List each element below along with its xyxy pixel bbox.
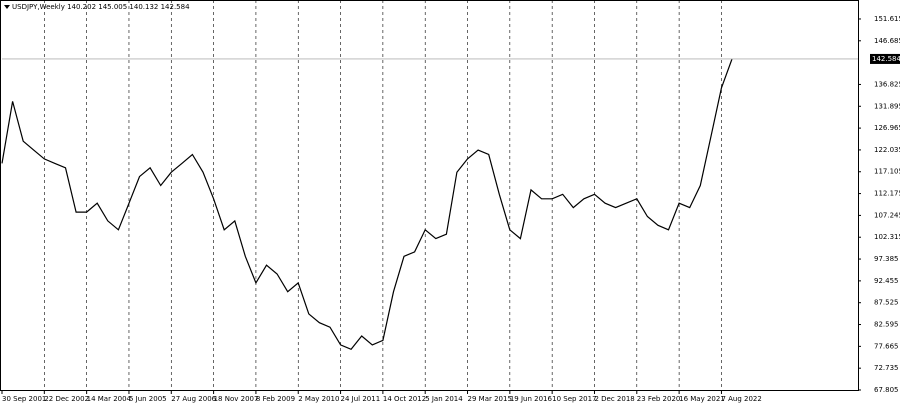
y-tick-label: 77.665 [874, 342, 899, 350]
y-tick-label: 122.035 [874, 146, 900, 154]
x-tick-label: 23 Feb 2020 [637, 395, 681, 403]
y-tick-label: 126.965 [874, 124, 900, 132]
x-tick-label: 2 Dec 2018 [594, 395, 634, 403]
x-tick-label: 24 Jul 2011 [341, 395, 381, 403]
y-tick-label: 117.105 [874, 168, 900, 176]
y-tick-label: 136.825 [874, 80, 900, 88]
x-tick-label: 7 Aug 2022 [721, 395, 761, 403]
y-tick-label: 72.735 [874, 364, 899, 372]
x-tick-label: 5 Jun 2005 [129, 395, 167, 403]
y-tick-label: 82.595 [874, 321, 899, 329]
last-price-label: 142.584 [872, 55, 900, 63]
x-tick-label: 2 May 2010 [298, 395, 339, 403]
y-tick-label: 92.455 [874, 277, 899, 285]
y-tick-label: 112.175 [874, 190, 900, 198]
x-tick-label: 8 Feb 2009 [256, 395, 295, 403]
y-tick-label: 151.615 [874, 15, 900, 23]
x-tick-label: 19 Jun 2016 [510, 395, 553, 403]
x-tick-label: 14 Oct 2012 [383, 395, 426, 403]
price-line [1, 58, 733, 351]
y-tick-label: 87.525 [874, 299, 899, 307]
x-tick-label: 16 May 2021 [679, 395, 725, 403]
chart-title: USDJPY,Weekly 140.202 145.005 140.132 14… [12, 3, 190, 11]
y-tick-label: 131.895 [874, 102, 900, 110]
x-tick-label: 18 Nov 2007 [214, 395, 259, 403]
y-tick-label: 102.315 [874, 233, 900, 241]
last-price-box [870, 53, 900, 64]
y-tick-label: 97.385 [874, 255, 899, 263]
x-tick-label: 14 Mar 2004 [87, 395, 132, 403]
plot-frame [0, 0, 859, 391]
x-tick-label: 27 Aug 2006 [171, 395, 216, 403]
x-tick-label: 30 Sep 2001 [2, 395, 46, 403]
y-tick-label: 67.805 [874, 386, 899, 394]
menu-arrow[interactable] [4, 5, 10, 9]
y-tick-label: 107.245 [874, 211, 900, 219]
x-tick-label: 29 Mar 2015 [468, 395, 512, 403]
y-tick-label: 146.685 [874, 37, 900, 45]
x-tick-label: 22 Dec 2002 [44, 395, 89, 403]
x-tick-label: 5 Jan 2014 [425, 395, 463, 403]
x-tick-label: 10 Sep 2017 [552, 395, 596, 403]
